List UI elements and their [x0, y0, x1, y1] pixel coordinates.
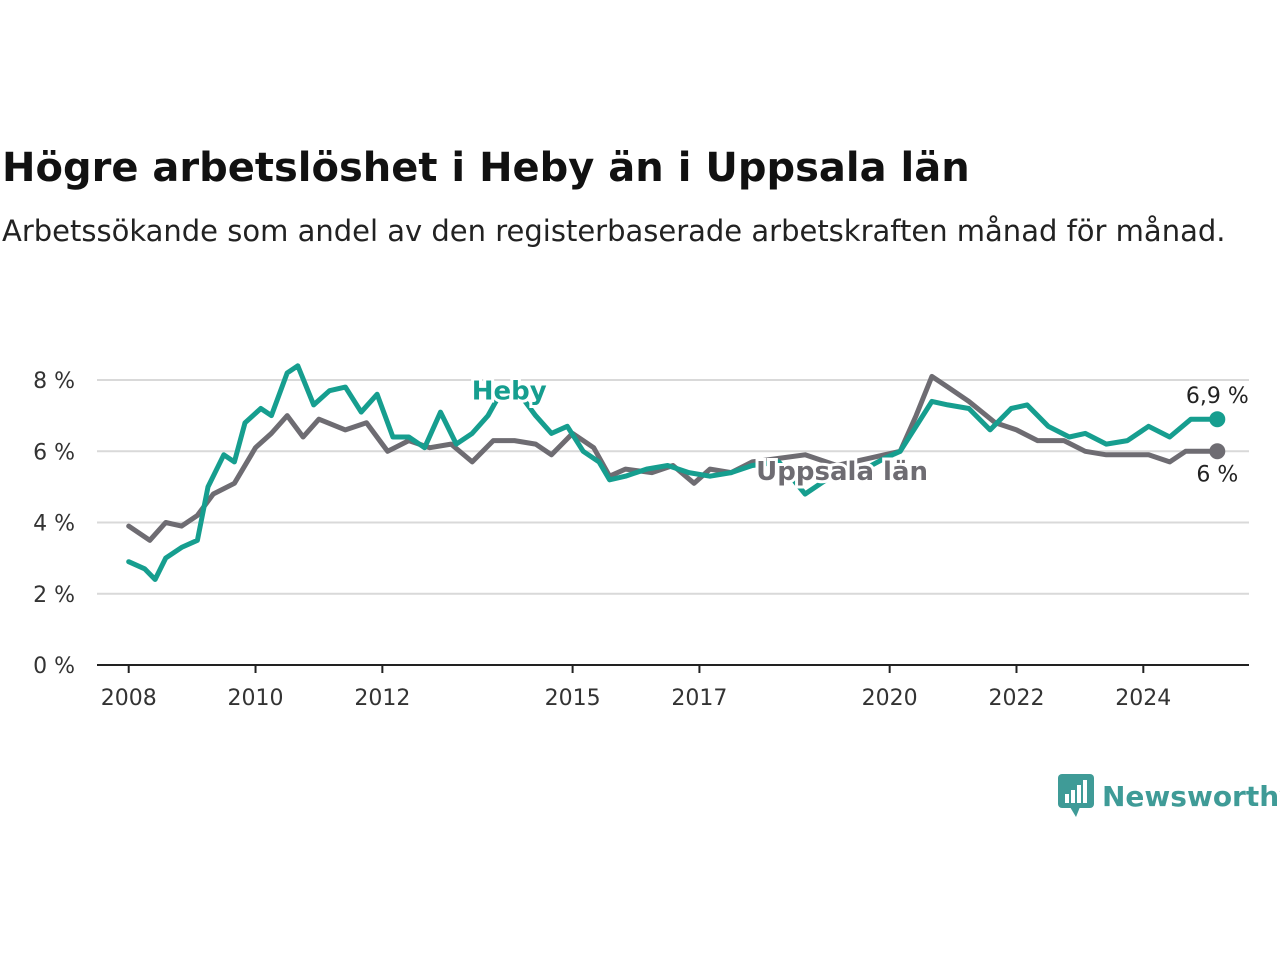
x-tick-label: 2015: [545, 686, 601, 711]
series-line-uppsala-l-n: [126, 373, 1220, 543]
end-value-label-uppsala-l-n: 6 %: [1196, 462, 1238, 487]
gridlines: [97, 379, 1249, 595]
y-tick-label: 4 %: [33, 512, 75, 537]
chart-title: Högre arbetslöshet i Heby än i Uppsala l…: [2, 145, 970, 191]
newsworthy-logo: Newsworthy: [1058, 773, 1280, 819]
x-tick-label: 2017: [671, 686, 727, 711]
series-label-uppsala-l-n: Uppsala län: [756, 457, 928, 487]
x-tick-label: 2008: [101, 686, 157, 711]
y-tick-label: 0 %: [33, 654, 75, 679]
series-label-heby: Heby: [472, 377, 547, 407]
newsworthy-logo-icon: [1058, 774, 1094, 817]
x-axis-ticks: 2008 2010 2012 2015 2017 2020 2022 2024: [101, 665, 1171, 711]
y-tick-label: 8 %: [33, 369, 75, 394]
chart-subtitle: Arbetssökande som andel av den registerb…: [2, 214, 1226, 248]
end-value-label-heby: 6,9 %: [1186, 384, 1249, 409]
series-lines: [126, 363, 1226, 582]
x-tick-label: 2024: [1115, 686, 1171, 711]
x-tick-label: 2020: [862, 686, 918, 711]
y-axis-ticks: 0 % 2 % 4 % 6 % 8 %: [33, 369, 75, 679]
y-tick-label: 6 %: [33, 440, 75, 465]
x-tick-label: 2010: [228, 686, 284, 711]
series-labels: 6 % 6,9 % Heby Uppsala län: [469, 374, 1249, 490]
x-tick-label: 2012: [354, 686, 410, 711]
end-point-heby: [1209, 411, 1226, 428]
end-point-uppsala-l-n: [1209, 443, 1226, 460]
x-tick-label: 2022: [988, 686, 1044, 711]
y-tick-label: 2 %: [33, 583, 75, 608]
brand-name: Newsworthy: [1102, 779, 1280, 813]
series-line-heby: [126, 363, 1220, 582]
